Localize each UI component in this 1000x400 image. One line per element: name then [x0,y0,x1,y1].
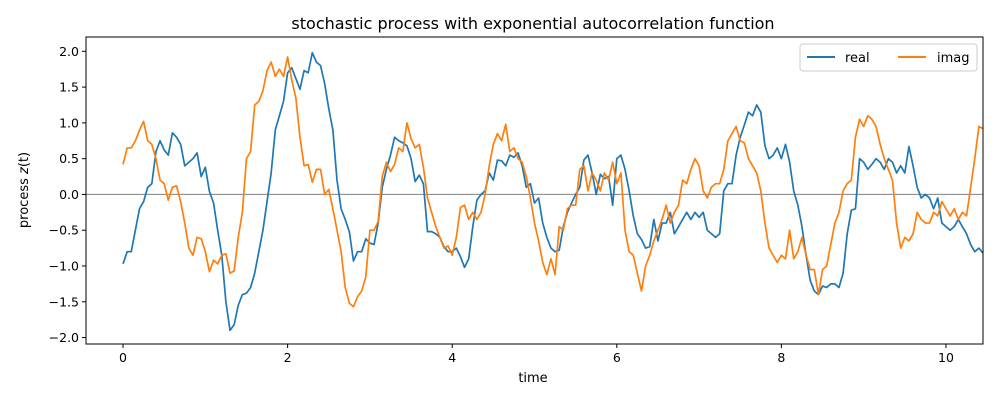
y-tick-label: −1.0 [49,258,79,273]
y-tick-label: −2.0 [49,330,79,345]
y-axis-label-base: process [17,174,32,228]
series-line-real [122,51,984,332]
x-tick-label: 0 [119,350,127,365]
y-tick-label: 0.0 [59,187,79,202]
plot-frame [85,36,984,345]
x-tick-label: 4 [448,350,456,365]
y-tick-label: −0.5 [49,223,79,238]
legend-label-imag: imag [937,51,970,66]
y-tick-label: 2.0 [59,44,79,59]
series-line-imag [122,56,984,308]
y-axis-ticks: −2.0 −1.5 −1.0 −0.5 0.0 0.5 1.0 1.5 2.0 [49,44,86,345]
legend: real imag [799,43,978,72]
chart-title: stochastic process with exponential auto… [291,14,774,33]
y-axis-label: process z(t) [17,152,32,228]
x-tick-label: 10 [938,350,954,365]
x-axis-label: time [518,371,547,386]
y-tick-label: 0.5 [59,151,79,166]
y-tick-label: −1.5 [49,294,79,309]
x-axis-ticks: 0 2 4 6 8 10 [119,344,954,365]
series-layer [122,51,984,332]
legend-label-real: real [845,51,870,66]
y-tick-label: 1.0 [59,115,79,130]
legend-frame [799,43,978,72]
x-tick-label: 6 [613,350,621,365]
x-tick-label: 8 [777,350,785,365]
x-tick-label: 2 [284,350,292,365]
y-axis-label-argument: (t) [17,152,32,167]
y-axis-label-variable: z [17,166,32,175]
y-tick-label: 1.5 [59,80,79,95]
